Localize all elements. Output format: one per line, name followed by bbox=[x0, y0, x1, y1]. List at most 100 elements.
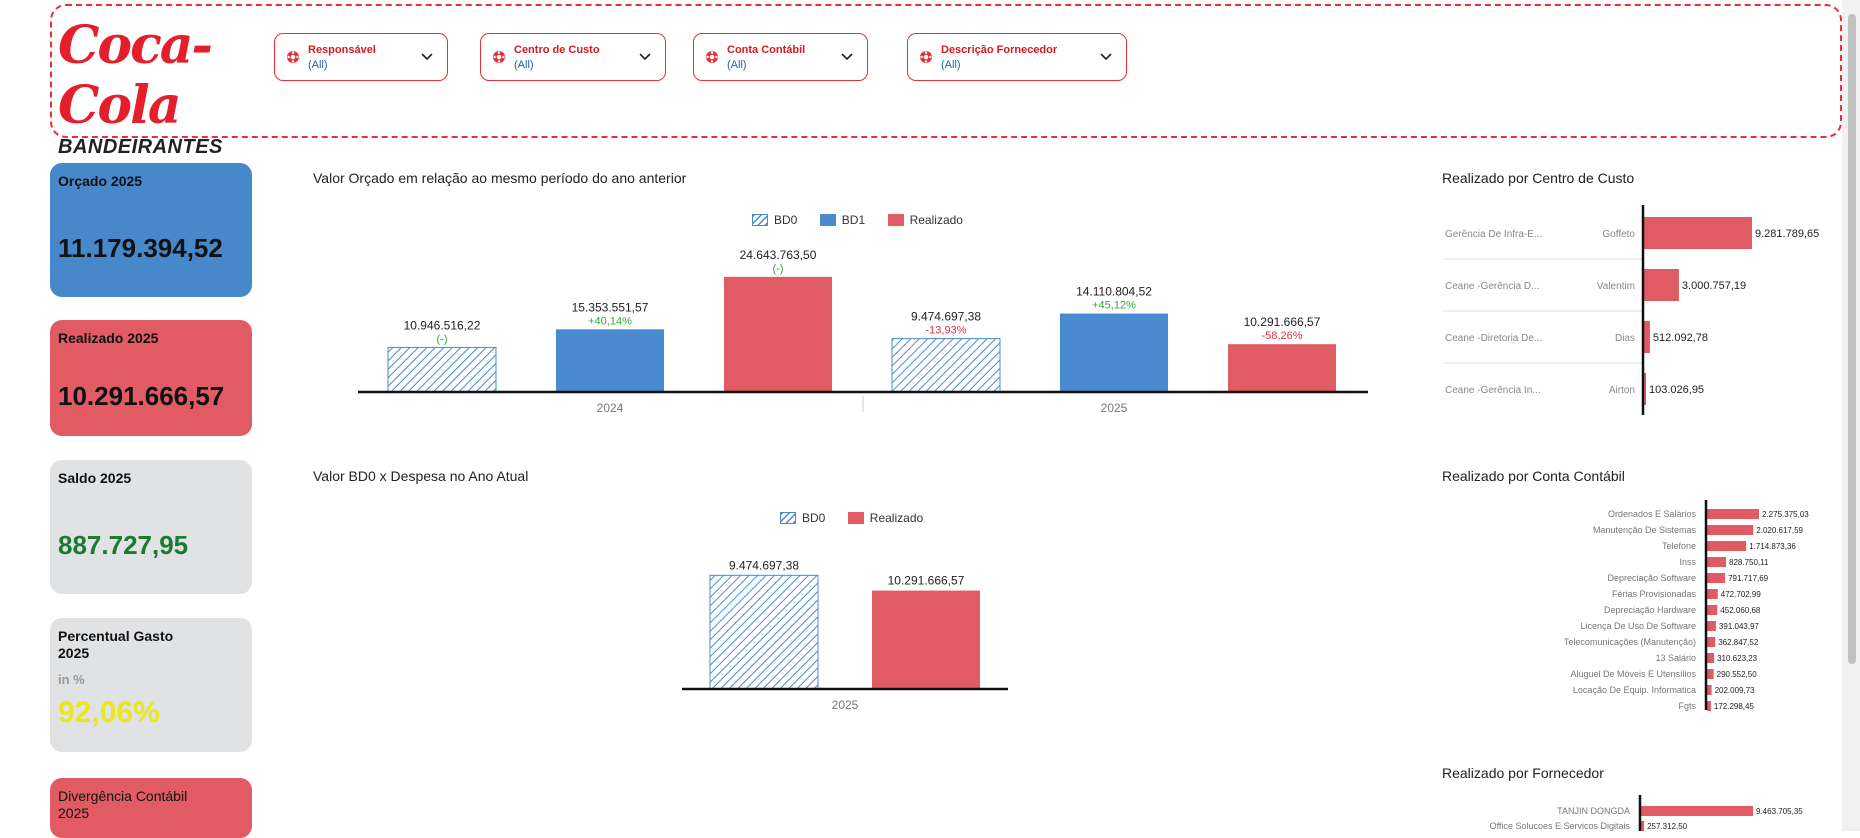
filter-label: Responsável bbox=[308, 44, 376, 56]
bar-value-label: 24.643.763,50 bbox=[740, 248, 817, 262]
bar-value-label: 9.474.697,38 bbox=[911, 310, 981, 324]
hbar bbox=[1707, 573, 1726, 583]
chart-title-fornecedor: Realizado por Fornecedor bbox=[1442, 765, 1604, 781]
hbar-value-label: 257.312,50 bbox=[1647, 822, 1688, 831]
row-label: Aluguel De Móveis E Utensílios bbox=[1570, 669, 1696, 679]
chart-conta-contabil: Ordenados E Salários 2.275.375,03 Manutenç… bbox=[1564, 500, 1809, 711]
row-label: Manutenção De Sistemas bbox=[1593, 525, 1697, 535]
legend-item[interactable]: BD0 bbox=[752, 213, 797, 227]
filter-centro-de-custo[interactable]: Centro de Custo (All) bbox=[480, 33, 666, 81]
filter-label: Descrição Fornecedor bbox=[941, 44, 1058, 56]
bar-delta-label: +45,12% bbox=[1092, 300, 1136, 312]
row-label: Inss bbox=[1679, 557, 1696, 567]
hbar bbox=[1707, 525, 1754, 535]
kpi-value: 887.727,95 bbox=[58, 530, 189, 560]
hbar bbox=[1641, 821, 1645, 831]
row-label: Telefone bbox=[1662, 541, 1696, 551]
legend-item[interactable]: Realizado bbox=[887, 213, 963, 227]
bar-value-label: 10.291.666,57 bbox=[1244, 315, 1321, 329]
hbar bbox=[1707, 685, 1712, 695]
hbar bbox=[1707, 653, 1715, 663]
hbar bbox=[1707, 557, 1727, 567]
scrollbar-thumb[interactable] bbox=[1848, 14, 1856, 664]
hbar bbox=[1644, 373, 1646, 405]
filter-conta-contabil[interactable]: Conta Contábil (All) bbox=[693, 33, 868, 81]
hbar-value-label: 452.060,68 bbox=[1720, 606, 1761, 615]
bar-delta-label: -13,93% bbox=[926, 325, 967, 337]
bar-value-label: 9.474.697,38 bbox=[729, 558, 799, 572]
legend-swatch-realizado bbox=[887, 214, 904, 226]
chart2-legend: BD0 Realizado bbox=[780, 511, 941, 529]
row-label: Locação De Equip. Informatica bbox=[1573, 685, 1696, 695]
hbar-value-label: 9.463.705,35 bbox=[1756, 807, 1803, 816]
filter-icon bbox=[920, 51, 932, 63]
row-responsavel-label: Goffeto bbox=[1602, 229, 1635, 240]
hbar-value-label: 2.275.375,03 bbox=[1762, 510, 1809, 519]
chart-title-orcado-ano-anterior: Valor Orçado em relação ao mesmo período… bbox=[313, 170, 687, 186]
legend-label: BD0 bbox=[802, 511, 826, 525]
legend-swatch-bd0 bbox=[780, 512, 796, 524]
hbar bbox=[1707, 669, 1714, 679]
row-label: Ceane -Diretoria De... bbox=[1445, 333, 1542, 344]
hbar-value-label: 3.000.757,19 bbox=[1682, 280, 1746, 292]
legend-swatch-realizado bbox=[847, 512, 864, 524]
hbar-value-label: 310.623,23 bbox=[1717, 654, 1758, 663]
row-label: Depreciação Hardware bbox=[1604, 605, 1696, 615]
legend-item[interactable]: BD1 bbox=[819, 213, 865, 227]
logo-subtitle: BANDEIRANTES bbox=[58, 136, 223, 158]
hbar bbox=[1641, 806, 1753, 816]
kpi-orcado-card: Orçado 2025 11.179.394,52 bbox=[50, 163, 252, 297]
row-label: Ceane -Gerência D... bbox=[1445, 281, 1540, 292]
chevron-down-icon[interactable] bbox=[1098, 48, 1114, 64]
kpi-title: Percentual Gasto 2025 bbox=[58, 628, 174, 661]
filter-value: (All) bbox=[308, 59, 328, 71]
legend-swatch-bd1 bbox=[819, 214, 836, 226]
chevron-down-icon[interactable] bbox=[637, 48, 653, 64]
chevron-down-icon[interactable] bbox=[419, 48, 435, 64]
bar-realizado-2024 bbox=[724, 276, 832, 392]
filter-descricao-fornecedor[interactable]: Descrição Fornecedor (All) bbox=[907, 33, 1127, 81]
row-responsavel-label: Airton bbox=[1609, 385, 1635, 396]
legend-label: Realizado bbox=[909, 213, 963, 227]
chart-bd0-despesa: 9.474.697,38 10.291.666,57 2025 bbox=[682, 558, 1008, 712]
bar-value-label: 10.946.516,22 bbox=[404, 318, 481, 332]
bar-bd1-2024 bbox=[556, 329, 664, 392]
coca-cola-bandeirantes-logo: Coca-Cola BANDEIRANTES bbox=[58, 16, 248, 159]
legend-swatch-bd0 bbox=[752, 214, 768, 226]
hbar-value-label: 172.298,45 bbox=[1714, 702, 1755, 711]
legend-item[interactable]: Realizado bbox=[847, 511, 923, 525]
hbar-value-label: 828.750,11 bbox=[1729, 558, 1769, 567]
bar-bd0 bbox=[709, 574, 819, 690]
bar-delta-label: -58,26% bbox=[1262, 330, 1303, 342]
filter-header bbox=[50, 4, 1842, 138]
hbar bbox=[1707, 621, 1716, 631]
bar-delta-label: +40,14% bbox=[588, 315, 632, 327]
filter-icon bbox=[493, 51, 505, 63]
row-label: TANJIN DONGDA bbox=[1557, 806, 1630, 816]
chevron-down-icon[interactable] bbox=[839, 48, 855, 64]
kpi-title: Realizado 2025 bbox=[58, 330, 159, 346]
hbar bbox=[1707, 509, 1759, 519]
hbar bbox=[1707, 701, 1711, 711]
hbar-value-label: 362.847,52 bbox=[1718, 638, 1759, 647]
bar-value-label: 10.291.666,57 bbox=[888, 574, 965, 588]
hbar bbox=[1707, 589, 1718, 599]
filter-responsavel[interactable]: Responsável (All) bbox=[274, 33, 448, 81]
bar-bd0-2025 bbox=[891, 338, 1001, 393]
bar-value-label: 14.110.804,52 bbox=[1076, 285, 1152, 299]
hbar-value-label: 9.281.789,65 bbox=[1755, 228, 1819, 240]
x-axis-tick-label: 2025 bbox=[1101, 401, 1128, 415]
kpi-value: 92,06% bbox=[58, 696, 160, 729]
chart-fornecedor: TANJIN DONGDA 9.463.705,35 Office Solucoes… bbox=[1490, 795, 1803, 831]
row-label: Gerência De Infra-E... bbox=[1445, 229, 1542, 240]
hbar-value-label: 472.702,99 bbox=[1721, 590, 1762, 599]
kpi-value: 11.179.394,52 bbox=[58, 233, 223, 263]
hbar-value-label: 391.043,97 bbox=[1719, 622, 1760, 631]
bar-bd0-2024 bbox=[387, 346, 497, 393]
kpi-saldo-card: Saldo 2025 887.727,95 bbox=[50, 460, 252, 594]
row-label: Depreciação Software bbox=[1607, 573, 1696, 583]
row-responsavel-label: Dias bbox=[1615, 333, 1635, 344]
legend-item[interactable]: BD0 bbox=[780, 511, 825, 525]
bar-delta-label: (-) bbox=[773, 263, 784, 275]
hbar-value-label: 791.717,69 bbox=[1728, 574, 1769, 583]
